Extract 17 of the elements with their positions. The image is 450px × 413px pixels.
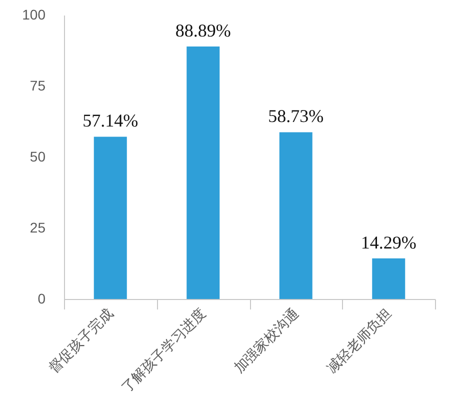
y-tick-label: 50: [30, 148, 46, 164]
data-label: 57.14%: [82, 110, 138, 131]
bar: [279, 132, 312, 299]
y-tick-label: 0: [38, 290, 46, 306]
x-tick-label: 督促孩子完成: [45, 305, 116, 376]
bar: [94, 136, 127, 299]
y-tick-label: 25: [30, 220, 46, 236]
y-tick-label: 100: [22, 6, 46, 22]
data-label: 14.29%: [360, 232, 416, 252]
x-tick-label: 了解孩子学习进度: [118, 305, 209, 396]
bar: [186, 46, 220, 299]
bar: [372, 258, 406, 299]
data-label: 88.89%: [175, 20, 231, 41]
y-tick-label: 75: [30, 78, 46, 94]
x-tick-label: 减轻老师负担: [323, 305, 394, 376]
data-label: 58.73%: [268, 106, 324, 126]
x-tick-label: 加强家校沟通: [230, 305, 302, 376]
